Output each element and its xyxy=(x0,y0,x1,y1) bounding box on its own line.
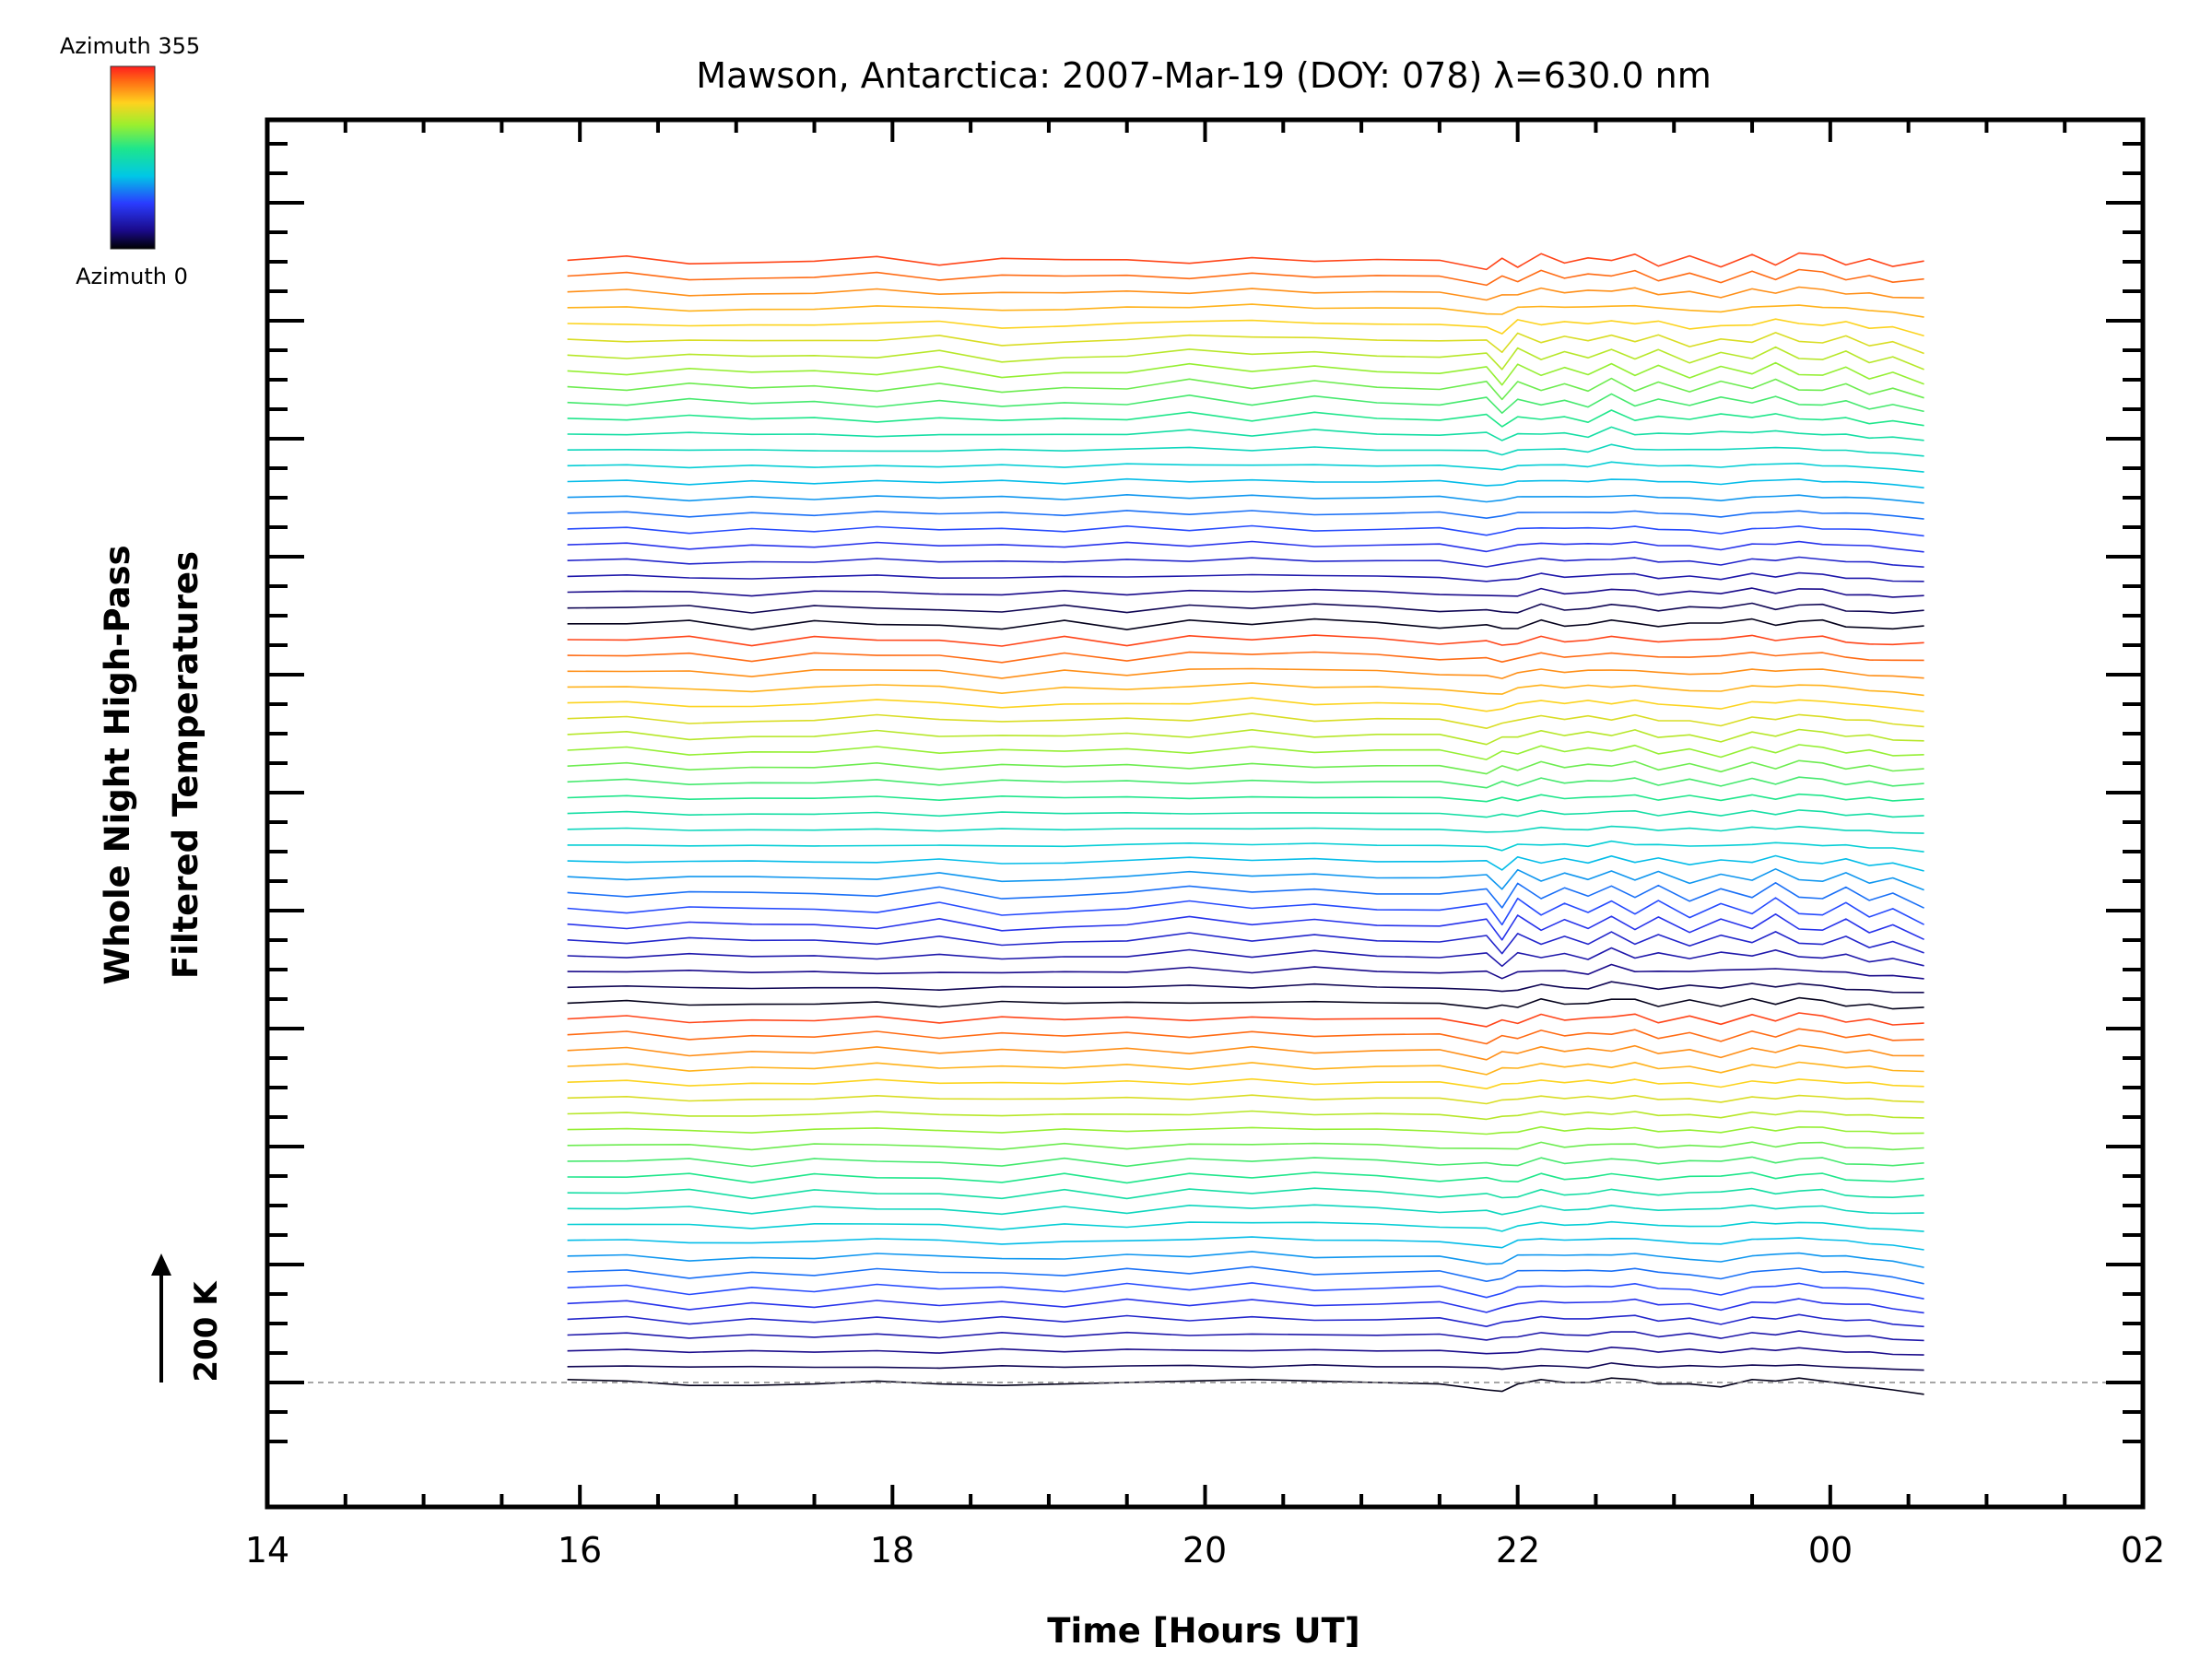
trace-line-67 xyxy=(567,318,1924,337)
trace-line-28 xyxy=(567,931,1924,955)
trace-line-68 xyxy=(567,303,1924,318)
trace-line-44 xyxy=(567,682,1924,697)
y-axis-label-line1: Whole Night High-Pass xyxy=(98,545,137,984)
trace-line-26 xyxy=(567,963,1924,980)
trace-line-33 xyxy=(567,854,1924,872)
x-tick-label-14: 14 xyxy=(245,1530,289,1571)
axis-ticks xyxy=(265,120,2145,1507)
trace-line-22 xyxy=(567,1028,1924,1045)
trace-line-71 xyxy=(567,252,1924,271)
chart-title: Mawson, Antarctica: 2007-Mar-19 (DOY: 07… xyxy=(696,55,1711,96)
trace-line-66 xyxy=(567,332,1924,355)
trace-line-29 xyxy=(567,912,1924,941)
trace-line-65 xyxy=(567,346,1924,371)
trace-line-62 xyxy=(567,393,1924,415)
trace-line-61 xyxy=(567,409,1924,428)
trace-line-49 xyxy=(567,602,1924,615)
trace-line-0 xyxy=(567,1377,1924,1395)
trace-line-59 xyxy=(567,443,1924,457)
trace-line-21 xyxy=(567,1044,1924,1061)
trace-line-42 xyxy=(567,712,1924,730)
scale-bar: 200 K xyxy=(151,1253,225,1382)
trace-line-23 xyxy=(567,1012,1924,1028)
trace-line-41 xyxy=(567,728,1924,746)
trace-line-48 xyxy=(567,618,1924,630)
scale-bar-arrowhead xyxy=(151,1253,171,1276)
trace-line-52 xyxy=(567,556,1924,568)
trace-line-5 xyxy=(567,1298,1924,1314)
trace-line-15 xyxy=(567,1141,1924,1151)
trace-line-27 xyxy=(567,947,1924,968)
trace-line-8 xyxy=(567,1251,1924,1268)
trace-line-51 xyxy=(567,571,1924,582)
colorbar: Azimuth 355 Azimuth 0 xyxy=(60,33,200,289)
trace-line-57 xyxy=(567,477,1924,488)
trace-line-20 xyxy=(567,1061,1924,1076)
colorbar-bottom-label: Azimuth 0 xyxy=(76,264,188,289)
trace-line-69 xyxy=(567,286,1924,301)
trace-line-18 xyxy=(567,1094,1924,1105)
trace-line-6 xyxy=(567,1282,1924,1300)
x-tick-label-02: 02 xyxy=(2121,1530,2165,1571)
colorbar-top-label: Azimuth 355 xyxy=(60,33,200,59)
x-tick-label-20: 20 xyxy=(1182,1530,1227,1571)
trace-line-37 xyxy=(567,793,1924,803)
x-tick-label-18: 18 xyxy=(870,1530,914,1571)
trace-series xyxy=(567,252,1924,1395)
scale-bar-label: 200 K xyxy=(188,1280,225,1382)
trace-line-12 xyxy=(567,1187,1924,1200)
trace-line-70 xyxy=(567,268,1924,287)
trace-line-38 xyxy=(567,776,1924,789)
trace-line-1 xyxy=(567,1362,1924,1371)
trace-line-16 xyxy=(567,1125,1924,1135)
trace-line-35 xyxy=(567,825,1924,834)
trace-line-55 xyxy=(567,510,1924,520)
trace-line-10 xyxy=(567,1220,1924,1232)
trace-line-3 xyxy=(567,1330,1924,1342)
x-tick-labels: 14 16 18 20 22 00 02 xyxy=(245,1530,2165,1571)
x-tick-label-22: 22 xyxy=(1496,1530,1540,1571)
trace-line-32 xyxy=(567,867,1924,891)
trace-line-7 xyxy=(567,1265,1924,1285)
trace-line-17 xyxy=(567,1110,1924,1121)
y-axis-label-line2: Filtered Temperatures xyxy=(166,551,206,979)
trace-line-56 xyxy=(567,493,1924,504)
trace-line-11 xyxy=(567,1204,1924,1216)
colorbar-gradient xyxy=(110,65,156,250)
x-axis-label: Time [Hours UT] xyxy=(1047,1611,1359,1651)
trace-line-63 xyxy=(567,377,1924,401)
trace-line-53 xyxy=(567,540,1924,553)
trace-line-24 xyxy=(567,996,1924,1010)
trace-line-45 xyxy=(567,667,1924,679)
x-tick-label-00: 00 xyxy=(1808,1530,1853,1571)
trace-line-30 xyxy=(567,897,1924,926)
trace-line-40 xyxy=(567,744,1924,760)
trace-line-4 xyxy=(567,1313,1924,1328)
trace-line-43 xyxy=(567,697,1924,712)
x-tick-label-16: 16 xyxy=(558,1530,602,1571)
trace-line-36 xyxy=(567,809,1924,818)
trace-line-34 xyxy=(567,840,1924,853)
trace-line-64 xyxy=(567,361,1924,386)
trace-line-39 xyxy=(567,759,1924,775)
trace-line-31 xyxy=(567,881,1924,909)
trace-line-58 xyxy=(567,461,1924,473)
trace-line-54 xyxy=(567,524,1924,537)
trace-line-46 xyxy=(567,651,1924,664)
trace-line-13 xyxy=(567,1171,1924,1184)
trace-line-19 xyxy=(567,1077,1924,1089)
trace-line-50 xyxy=(567,587,1924,598)
trace-line-2 xyxy=(567,1347,1924,1356)
trace-line-47 xyxy=(567,634,1924,647)
trace-line-9 xyxy=(567,1236,1924,1251)
trace-line-25 xyxy=(567,981,1924,994)
trace-line-14 xyxy=(567,1156,1924,1168)
trace-line-60 xyxy=(567,426,1924,441)
